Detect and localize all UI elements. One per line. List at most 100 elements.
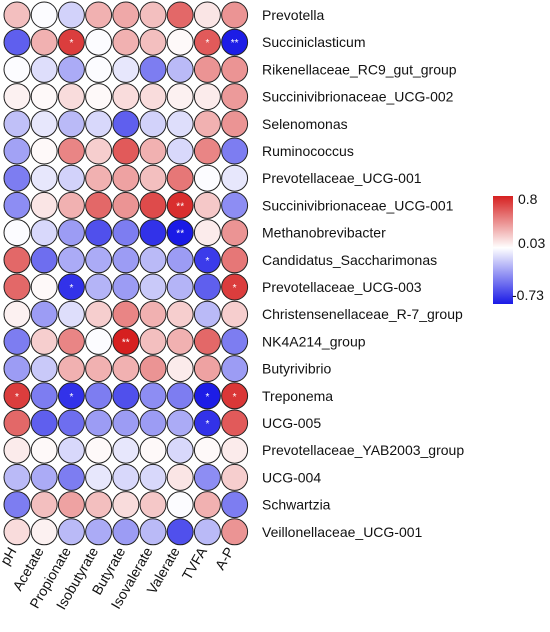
cell-ruminococcus-ph	[3, 137, 31, 165]
cell-treponema-tvfa	[193, 382, 221, 410]
cell-nk4a214-group-acetate	[30, 327, 58, 355]
significance-mark: *	[233, 392, 237, 403]
row-label: Christensenellaceae_R-7_group	[262, 306, 463, 322]
cell-prevotellaceae-ucg-001-acetate	[30, 164, 58, 192]
cell-succiniclasticum-tvfa	[193, 28, 221, 56]
cell-succinivibrionaceae-ucg-002-tvfa	[193, 83, 221, 111]
row-label: Prevotellaceae_YAB2003_group	[262, 442, 464, 458]
cell-succinivibrionaceae-ucg-001-a-p	[221, 191, 249, 219]
cell-rikenellaceae-rc9-gut-group-propionate	[57, 55, 85, 83]
cell-nk4a214-group-butyrate	[112, 327, 140, 355]
significance-mark: *	[233, 283, 237, 294]
cell-prevotellaceae-ucg-001-butyrate	[112, 164, 140, 192]
cell-ucg-004-isobutyrate	[85, 463, 113, 491]
cell-ucg-004-tvfa	[193, 463, 221, 491]
cell-candidatus-saccharimonas-isovalerate	[139, 246, 167, 274]
cell-christensenellaceae-r-7-group-butyrate	[112, 300, 140, 328]
cell-nk4a214-group-tvfa	[193, 327, 221, 355]
cell-selenomonas-a-p	[221, 110, 249, 138]
row-label: Rikenellaceae_RC9_gut_group	[262, 61, 457, 77]
cell-succinivibrionaceae-ucg-002-ph	[3, 83, 31, 111]
cell-ucg-004-a-p	[221, 463, 249, 491]
significance-mark: **	[122, 337, 130, 348]
cell-nk4a214-group-ph	[3, 327, 31, 355]
cell-succiniclasticum-acetate	[30, 28, 58, 56]
cell-prevotella-propionate	[57, 1, 85, 29]
cell-ucg-004-isovalerate	[139, 463, 167, 491]
cell-ucg-005-ph	[3, 409, 31, 437]
cell-ucg-005-a-p	[221, 409, 249, 437]
significance-mark: **	[231, 38, 239, 49]
cell-veillonellaceae-ucg-001-isovalerate	[139, 518, 167, 546]
cell-treponema-acetate	[30, 382, 58, 410]
cell-prevotellaceae-ucg-003-isovalerate	[139, 273, 167, 301]
cell-schwartzia-isovalerate	[139, 491, 167, 519]
cell-prevotella-a-p	[221, 1, 249, 29]
cell-succiniclasticum-propionate	[57, 28, 85, 56]
row-label: Treponema	[262, 388, 333, 404]
column-labels: pHAcetatePropionateIsobutyrateButyrateIs…	[0, 544, 237, 613]
row-label: Candidatus_Saccharimonas	[262, 252, 437, 268]
row-label: Veillonellaceae_UCG-001	[262, 524, 423, 540]
cell-rikenellaceae-rc9-gut-group-isovalerate	[139, 55, 167, 83]
cell-prevotellaceae-ucg-001-tvfa	[193, 164, 221, 192]
cell-prevotellaceae-yab2003-group-isobutyrate	[85, 436, 113, 464]
cell-prevotellaceae-yab2003-group-valerate	[166, 436, 194, 464]
cell-succinivibrionaceae-ucg-001-ph	[3, 191, 31, 219]
significance-mark: *	[69, 392, 73, 403]
cell-butyrivibrio-ph	[3, 355, 31, 383]
cell-ruminococcus-valerate	[166, 137, 194, 165]
cell-selenomonas-acetate	[30, 110, 58, 138]
cell-succiniclasticum-butyrate	[112, 28, 140, 56]
cell-ucg-004-acetate	[30, 463, 58, 491]
significance-mark: *	[69, 283, 73, 294]
cell-ruminococcus-acetate	[30, 137, 58, 165]
cell-veillonellaceae-ucg-001-propionate	[57, 518, 85, 546]
significance-mark: *	[205, 256, 209, 267]
cell-ucg-005-propionate	[57, 409, 85, 437]
cell-candidatus-saccharimonas-ph	[3, 246, 31, 274]
cell-prevotellaceae-ucg-001-isobutyrate	[85, 164, 113, 192]
cell-prevotellaceae-ucg-003-ph	[3, 273, 31, 301]
cell-butyrivibrio-butyrate	[112, 355, 140, 383]
cell-rikenellaceae-rc9-gut-group-acetate	[30, 55, 58, 83]
cell-veillonellaceae-ucg-001-valerate	[166, 518, 194, 546]
cell-christensenellaceae-r-7-group-tvfa	[193, 300, 221, 328]
cell-prevotellaceae-yab2003-group-a-p	[221, 436, 249, 464]
cell-succinivibrionaceae-ucg-001-butyrate	[112, 191, 140, 219]
cell-schwartzia-acetate	[30, 491, 58, 519]
cell-ucg-005-acetate	[30, 409, 58, 437]
column-label: TVFA	[179, 544, 211, 583]
cell-candidatus-saccharimonas-butyrate	[112, 246, 140, 274]
row-label: UCG-005	[262, 415, 321, 431]
cell-veillonellaceae-ucg-001-butyrate	[112, 518, 140, 546]
cell-prevotella-ph	[3, 1, 31, 29]
cell-christensenellaceae-r-7-group-isovalerate	[139, 300, 167, 328]
cell-candidatus-saccharimonas-tvfa	[193, 246, 221, 274]
cell-candidatus-saccharimonas-a-p	[221, 246, 249, 274]
row-label: Succinivibrionaceae_UCG-002	[262, 89, 454, 105]
cell-christensenellaceae-r-7-group-valerate	[166, 300, 194, 328]
cell-succinivibrionaceae-ucg-002-isovalerate	[139, 83, 167, 111]
cell-methanobrevibacter-isovalerate	[139, 219, 167, 247]
cell-veillonellaceae-ucg-001-acetate	[30, 518, 58, 546]
cell-selenomonas-valerate	[166, 110, 194, 138]
legend-tick-min: -0.73	[512, 287, 544, 303]
cell-christensenellaceae-r-7-group-propionate	[57, 300, 85, 328]
significance-mark: **	[176, 229, 184, 240]
cell-treponema-isobutyrate	[85, 382, 113, 410]
cell-methanobrevibacter-tvfa	[193, 219, 221, 247]
cell-prevotellaceae-yab2003-group-butyrate	[112, 436, 140, 464]
cell-schwartzia-ph	[3, 491, 31, 519]
cell-rikenellaceae-rc9-gut-group-tvfa	[193, 55, 221, 83]
cell-succinivibrionaceae-ucg-002-isobutyrate	[85, 83, 113, 111]
cell-rikenellaceae-rc9-gut-group-isobutyrate	[85, 55, 113, 83]
cell-rikenellaceae-rc9-gut-group-butyrate	[112, 55, 140, 83]
cell-selenomonas-butyrate	[112, 110, 140, 138]
cell-ruminococcus-propionate	[57, 137, 85, 165]
cell-ruminococcus-a-p	[221, 137, 249, 165]
cell-veillonellaceae-ucg-001-ph	[3, 518, 31, 546]
cell-methanobrevibacter-butyrate	[112, 219, 140, 247]
cell-succinivibrionaceae-ucg-001-propionate	[57, 191, 85, 219]
